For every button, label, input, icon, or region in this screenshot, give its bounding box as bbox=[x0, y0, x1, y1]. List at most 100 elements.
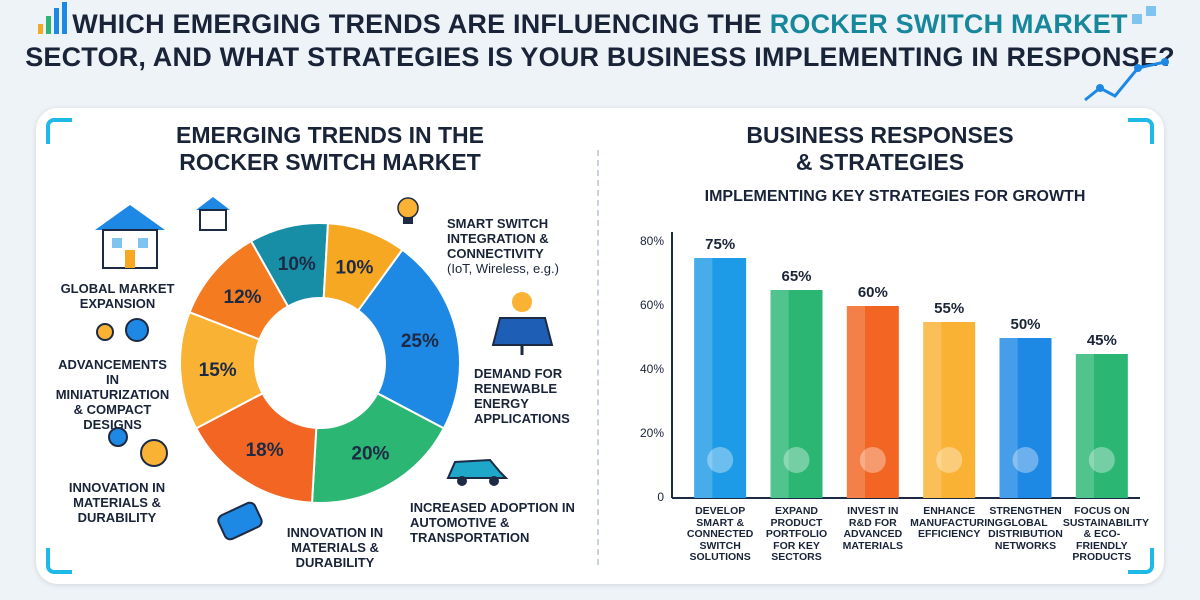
bar-value-label: 50% bbox=[1010, 316, 1041, 333]
left-title: EMERGING TRENDS IN THE ROCKER SWITCH MAR… bbox=[110, 122, 550, 176]
donut-slice-label: 18% bbox=[246, 440, 284, 461]
right-title: BUSINESS RESPONSES & STRATEGIES bbox=[650, 122, 1110, 176]
bar-category-label: FOCUS ON SUSTAINABILITY & ECO-FRIENDLY PROD… bbox=[1062, 505, 1149, 564]
bar-icon bbox=[783, 447, 810, 473]
left-title-line-1: EMERGING TRENDS IN THE bbox=[176, 122, 484, 148]
donut-slice bbox=[194, 391, 318, 504]
bar-category-line: SOLUTIONS bbox=[689, 551, 751, 563]
bar bbox=[846, 306, 899, 498]
bar-category-line: EXPAND bbox=[775, 505, 818, 517]
bar-category-line: GLOBAL bbox=[1003, 516, 1048, 529]
left-title-line-2: ROCKER SWITCH MARKET bbox=[179, 149, 481, 175]
bar-highlight bbox=[770, 290, 789, 498]
bar-highlight bbox=[923, 322, 942, 498]
bar bbox=[923, 322, 976, 498]
bar bbox=[1075, 354, 1128, 498]
header-accent: ROCKER SWITCH MARKET bbox=[769, 9, 1128, 39]
bar-icon bbox=[936, 447, 963, 473]
y-tick-label: 0 bbox=[657, 490, 664, 504]
trend-label-miniaturization: ADVANCEMENTS IN MINIATURIZATION & COMPAC… bbox=[55, 357, 170, 432]
solar-panel-icon bbox=[491, 292, 554, 355]
bar-category-line: FOCUS ON bbox=[1074, 505, 1130, 517]
header-line-1-text: WHICH EMERGING TRENDS ARE INFLUENCING TH… bbox=[72, 9, 762, 39]
left-decor bbox=[95, 197, 554, 541]
bar-category-line: & ECO-FRIENDLY bbox=[1076, 528, 1128, 552]
corner-bracket bbox=[1128, 118, 1154, 144]
bar-icon bbox=[859, 447, 886, 473]
bar bbox=[770, 290, 823, 498]
donut-slice-label: 25% bbox=[401, 331, 439, 352]
donut-chart: 25% 20% 18% 15% 12% 10% 10% bbox=[179, 222, 461, 504]
bar-category-line: PORTFOLIO bbox=[765, 528, 828, 540]
bar-category-line: MATERIALS bbox=[842, 539, 904, 552]
bar bbox=[694, 258, 747, 498]
trend-label-smart: SMART SWITCH INTEGRATION & CONNECTIVITY … bbox=[447, 216, 577, 276]
trend-label-renewable: DEMAND FOR RENEWABLE ENERGY APPLICATIONS bbox=[474, 366, 570, 426]
trend-label-global: GLOBAL MARKET EXPANSION bbox=[60, 281, 175, 311]
donut-slice bbox=[356, 248, 461, 430]
y-tick-label: 60% bbox=[639, 298, 664, 312]
bar-category-line: CONNECTED bbox=[686, 528, 754, 540]
trend-label-materials-extra: INNOVATION IN MATERIALS & DURABILITY bbox=[286, 525, 384, 570]
bar-value-label: 45% bbox=[1086, 332, 1117, 349]
bar-category-label: DEVELOP SMART & CONNECTED SWITCH SOLUTIONS bbox=[681, 505, 759, 564]
bar-category-line: NETWORKS bbox=[994, 539, 1057, 552]
bar-category-line: SUSTAINABILITY bbox=[1062, 516, 1149, 529]
donut-slice bbox=[310, 391, 446, 504]
donut-slice-label: 10% bbox=[335, 257, 373, 278]
bar-category-line: SMART & bbox=[696, 516, 745, 529]
trend-label-materials: INNOVATION IN MATERIALS & DURABILITY bbox=[68, 480, 166, 525]
bar-category-line: PRODUCTS bbox=[1072, 551, 1132, 563]
bar-chart-icon bbox=[38, 2, 67, 34]
bar-category-line: EFFICIENCY bbox=[917, 528, 981, 540]
bar-category-line: STRENGTHEN bbox=[989, 505, 1062, 517]
bar-category-label: EXPAND PRODUCT PORTFOLIO FOR KEY SECTORS bbox=[758, 505, 836, 564]
donut-hole bbox=[256, 299, 384, 427]
corner-bracket bbox=[46, 118, 72, 144]
bar-category-label: STRENGTHEN GLOBAL DISTRIBUTION NETWORKS bbox=[987, 505, 1065, 552]
bar-value-label: 55% bbox=[934, 300, 965, 317]
bar-category-line: DEVELOP bbox=[695, 505, 746, 517]
bar-category-line: ENHANCE bbox=[923, 505, 976, 517]
bar-category-line: ADVANCED bbox=[843, 528, 903, 540]
bar-category-line: INVEST IN bbox=[847, 505, 899, 517]
bar-icon bbox=[1012, 447, 1039, 473]
header-decor bbox=[38, 2, 1169, 102]
donut-slice-label: 10% bbox=[278, 254, 316, 275]
growth-line-icon bbox=[1084, 6, 1169, 102]
section-divider bbox=[597, 150, 599, 565]
y-tick-label: 40% bbox=[639, 362, 664, 376]
header-line-1: WHICH EMERGING TRENDS ARE INFLUENCING TH… bbox=[0, 8, 1200, 41]
bar-highlight bbox=[999, 338, 1018, 498]
gears-icon bbox=[96, 318, 168, 467]
y-tick-label: 80% bbox=[639, 234, 664, 248]
bar-category-line: SWITCH bbox=[699, 539, 741, 552]
bar-highlight bbox=[846, 306, 866, 498]
bar-icon bbox=[1088, 447, 1115, 473]
bar-value-label: 65% bbox=[781, 268, 812, 285]
bar-category-label: ENHANCE MANUFACTURING EFFICIENCY bbox=[910, 505, 1003, 541]
bar-category-line: FOR KEY bbox=[773, 539, 820, 552]
bar-highlight bbox=[1075, 354, 1095, 498]
bar-category-label: INVEST IN R&D FOR ADVANCED MATERIALS bbox=[834, 505, 912, 552]
right-title-line-2: & STRATEGIES bbox=[795, 149, 965, 175]
donut-slice-label: 15% bbox=[199, 360, 237, 381]
bar bbox=[999, 338, 1052, 498]
corner-bracket bbox=[1128, 548, 1154, 574]
car-icon bbox=[446, 458, 509, 486]
corner-bracket bbox=[46, 548, 72, 574]
trend-label-automotive: INCREASED ADOPTION IN AUTOMOTIVE & TRANS… bbox=[410, 500, 575, 545]
bar-highlight bbox=[694, 258, 713, 498]
house-small-icon bbox=[196, 197, 230, 231]
bar-category-line: MANUFACTURING bbox=[910, 516, 1003, 529]
house-icon bbox=[95, 205, 165, 269]
header-line-2: SECTOR, AND WHAT STRATEGIES IS YOUR BUSI… bbox=[25, 42, 1175, 72]
bar-value-label: 75% bbox=[705, 236, 736, 253]
right-title-line-1: BUSINESS RESPONSES bbox=[746, 122, 1014, 148]
bar-value-label: 60% bbox=[857, 284, 888, 301]
bar-category-line: SECTORS bbox=[771, 551, 822, 563]
page-header: WHICH EMERGING TRENDS ARE INFLUENCING TH… bbox=[0, 8, 1200, 74]
bar-icon bbox=[707, 447, 734, 473]
bar-category-line: R&D FOR bbox=[848, 516, 897, 529]
